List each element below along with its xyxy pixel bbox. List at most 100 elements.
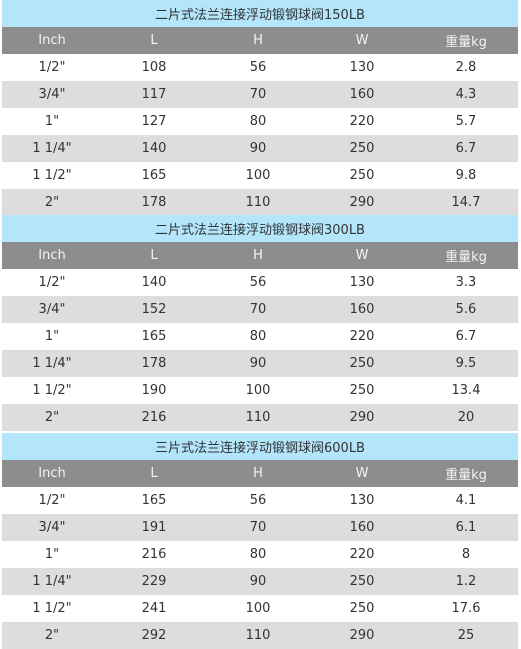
header-weight: 重量kg: [445, 250, 487, 265]
cell-l: 165: [141, 168, 167, 183]
table-row: 1 1/2" 241 100 250 17.6: [2, 595, 518, 622]
cell-l: 165: [141, 329, 167, 344]
cell-w: 130: [349, 493, 375, 508]
table-row: 2" 178 110 290 14.7: [2, 189, 518, 216]
table-row: 1" 216 80 220 8: [2, 541, 518, 568]
header-inch: Inch: [38, 33, 66, 48]
cell-weight: 5.6: [455, 302, 477, 317]
cell-weight: 8: [461, 547, 471, 562]
header-h: H: [253, 248, 263, 263]
valve-table-150lb: 二片式法兰连接浮动锻钢球阀150LB Inch L H W 重量kg 1/2" …: [2, 0, 518, 216]
cell-h: 80: [249, 547, 267, 562]
cell-l: 140: [141, 275, 167, 290]
cell-h: 70: [249, 520, 267, 535]
cell-inch: 1": [44, 114, 60, 129]
cell-weight: 6.1: [455, 520, 477, 535]
cell-w: 160: [349, 87, 375, 102]
cell-w: 250: [349, 168, 375, 183]
cell-w: 290: [349, 195, 375, 210]
cell-w: 220: [349, 329, 375, 344]
cell-h: 80: [249, 329, 267, 344]
table-row: 1 1/2" 165 100 250 9.8: [2, 162, 518, 189]
cell-l: 191: [141, 520, 167, 535]
table-row: 3/4" 117 70 160 4.3: [2, 81, 518, 108]
cell-w: 250: [349, 356, 375, 371]
header-l: L: [150, 248, 158, 263]
cell-h: 110: [245, 628, 271, 643]
header-w: W: [355, 248, 369, 263]
table-row: 1" 165 80 220 6.7: [2, 323, 518, 350]
header-l: L: [150, 466, 158, 481]
table-title: 二片式法兰连接浮动锻钢球阀150LB: [2, 0, 518, 27]
table-row: 2" 292 110 290 25: [2, 622, 518, 649]
table-header-row: Inch L H W 重量kg: [2, 242, 518, 269]
cell-h: 56: [249, 493, 267, 508]
cell-h: 90: [249, 574, 267, 589]
cell-h: 110: [245, 410, 271, 425]
cell-inch: 2": [44, 195, 60, 210]
cell-h: 70: [249, 302, 267, 317]
cell-w: 250: [349, 383, 375, 398]
cell-inch: 2": [44, 628, 60, 643]
table-row: 3/4" 152 70 160 5.6: [2, 296, 518, 323]
table-title: 二片式法兰连接浮动锻钢球阀300LB: [2, 215, 518, 242]
cell-weight: 6.7: [455, 329, 477, 344]
cell-inch: 1 1/4": [32, 356, 72, 371]
table-row: 1 1/4" 140 90 250 6.7: [2, 135, 518, 162]
table-row: 1/2" 165 56 130 4.1: [2, 487, 518, 514]
cell-w: 250: [349, 574, 375, 589]
header-w: W: [355, 466, 369, 481]
cell-l: 140: [141, 141, 167, 156]
cell-inch: 3/4": [38, 302, 66, 317]
cell-inch: 1 1/2": [32, 168, 72, 183]
table-row: 1/2" 140 56 130 3.3: [2, 269, 518, 296]
cell-h: 100: [245, 601, 271, 616]
cell-w: 130: [349, 275, 375, 290]
cell-weight: 4.1: [455, 493, 477, 508]
cell-weight: 5.7: [455, 114, 477, 129]
cell-h: 100: [245, 168, 271, 183]
cell-l: 152: [141, 302, 167, 317]
header-inch: Inch: [38, 248, 66, 263]
cell-w: 250: [349, 601, 375, 616]
cell-inch: 3/4": [38, 87, 66, 102]
header-h: H: [253, 33, 263, 48]
table-header-row: Inch L H W 重量kg: [2, 27, 518, 54]
table-row: 1/2" 108 56 130 2.8: [2, 54, 518, 81]
header-w: W: [355, 33, 369, 48]
table-row: 1 1/4" 178 90 250 9.5: [2, 350, 518, 377]
table-row: 1 1/2" 190 100 250 13.4: [2, 377, 518, 404]
cell-l: 292: [141, 628, 167, 643]
cell-w: 160: [349, 520, 375, 535]
cell-weight: 13.4: [451, 383, 481, 398]
cell-weight: 9.8: [455, 168, 477, 183]
cell-inch: 1 1/2": [32, 601, 72, 616]
cell-h: 100: [245, 383, 271, 398]
cell-l: 216: [141, 547, 167, 562]
cell-h: 80: [249, 114, 267, 129]
cell-inch: 1 1/2": [32, 383, 72, 398]
header-inch: Inch: [38, 466, 66, 481]
cell-weight: 4.3: [455, 87, 477, 102]
cell-l: 178: [141, 356, 167, 371]
header-h: H: [253, 466, 263, 481]
header-weight: 重量kg: [445, 468, 487, 483]
cell-weight: 17.6: [451, 601, 481, 616]
header-l: L: [150, 33, 158, 48]
cell-w: 130: [349, 60, 375, 75]
cell-l: 108: [141, 60, 167, 75]
cell-l: 127: [141, 114, 167, 129]
cell-weight: 20: [457, 410, 475, 425]
cell-weight: 1.2: [455, 574, 477, 589]
table-row: 1" 127 80 220 5.7: [2, 108, 518, 135]
cell-weight: 14.7: [451, 195, 481, 210]
cell-l: 190: [141, 383, 167, 398]
cell-w: 160: [349, 302, 375, 317]
cell-weight: 25: [457, 628, 475, 643]
cell-l: 117: [141, 87, 167, 102]
cell-weight: 2.8: [455, 60, 477, 75]
valve-table-300lb: 二片式法兰连接浮动锻钢球阀300LB Inch L H W 重量kg 1/2" …: [2, 215, 518, 431]
cell-h: 90: [249, 356, 267, 371]
cell-inch: 1": [44, 329, 60, 344]
cell-w: 250: [349, 141, 375, 156]
